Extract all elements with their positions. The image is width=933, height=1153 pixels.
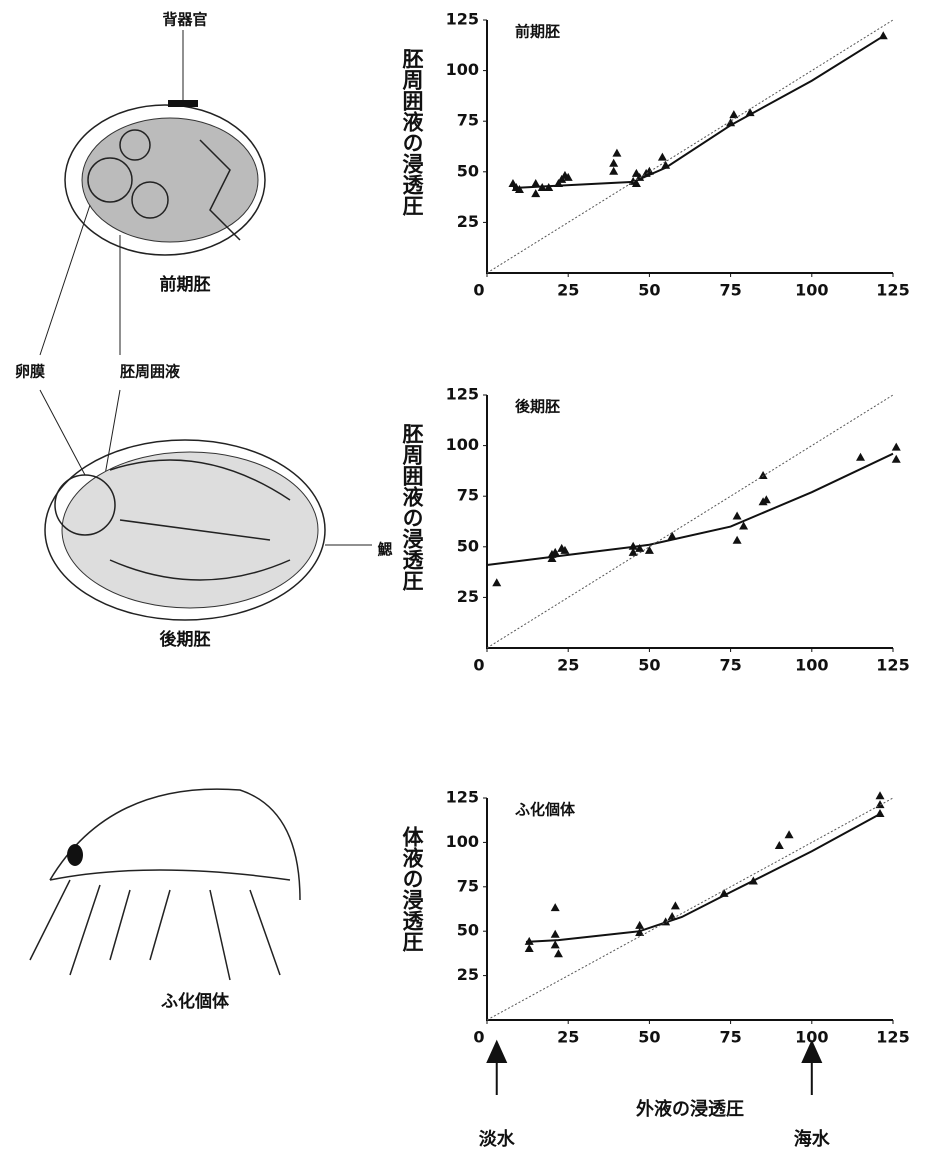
data-point <box>856 453 865 461</box>
y-tick-label: 125 <box>446 385 479 404</box>
y-tick-label: 100 <box>446 60 479 79</box>
x-tick-label: 75 <box>719 281 741 300</box>
x-tick-label: 25 <box>557 656 579 675</box>
y-tick-label: 50 <box>457 536 479 555</box>
hatchling-drawing <box>30 789 300 980</box>
y-tick-label: 125 <box>446 788 479 807</box>
x-tick-label: 0 <box>473 1028 484 1047</box>
x-tick-label: 50 <box>638 1028 660 1047</box>
late-embryo-drawing <box>45 440 325 620</box>
fit-line <box>513 36 883 188</box>
leader-lines <box>40 205 120 475</box>
x-tick-label: 50 <box>638 281 660 300</box>
x-tick-label: 125 <box>876 281 909 300</box>
data-point <box>492 578 501 586</box>
data-point <box>729 110 738 118</box>
data-point <box>785 830 794 838</box>
data-point <box>671 901 680 909</box>
data-point <box>609 167 618 175</box>
fit-line <box>526 814 880 942</box>
y-tick-label: 75 <box>457 486 479 505</box>
y-tick-label: 25 <box>457 587 479 606</box>
annotation: 海水 <box>794 1128 831 1150</box>
reference-line <box>487 395 893 648</box>
data-point <box>645 546 654 554</box>
y-tick-label: 50 <box>457 921 479 940</box>
data-point <box>554 949 563 957</box>
x-tick-label: 0 <box>473 281 484 300</box>
arrow <box>488 1042 506 1095</box>
x-tick-label: 75 <box>719 1028 741 1047</box>
chart-title: 前期胚 <box>515 23 560 41</box>
x-tick-label: 25 <box>557 1028 579 1047</box>
annotation: 淡水 <box>479 1128 516 1150</box>
data-point <box>551 940 560 948</box>
organ-label: 背器官 <box>162 11 207 29</box>
data-point <box>733 536 742 544</box>
x-tick-label: 100 <box>795 281 828 300</box>
gill-label: 鰓 <box>377 541 392 559</box>
chart-title: 後期胚 <box>514 398 560 416</box>
data-point <box>892 443 901 451</box>
x-tick-label: 0 <box>473 656 484 675</box>
figure: 背器官 前期胚 卵膜 胚周囲液 鰓 後期胚 ふ化個体 0 25 50 75 100 125… <box>0 0 933 1153</box>
y-tick-label: 75 <box>457 111 479 130</box>
reference-line <box>487 798 893 1020</box>
data-point <box>525 944 534 952</box>
x-tick-label: 125 <box>876 1028 909 1047</box>
axes <box>487 395 893 648</box>
data-point <box>609 159 618 167</box>
data-point <box>612 149 621 157</box>
x-tick-label: 75 <box>719 656 741 675</box>
y-tick-label: 100 <box>446 832 479 851</box>
stage-label: 前期胚 <box>160 274 211 295</box>
data-point <box>892 455 901 463</box>
y-tick-label: 50 <box>457 161 479 180</box>
data-point <box>551 903 560 911</box>
chart-title: ふ化個体 <box>515 801 576 819</box>
data-point <box>635 921 644 929</box>
arrow <box>803 1042 821 1095</box>
early-embryo-drawing <box>65 100 265 255</box>
x-tick-label: 125 <box>876 656 909 675</box>
y-axis-label: 体液の浸透圧 <box>400 826 424 953</box>
data-point <box>658 153 667 161</box>
x-axis-label: 外液の浸透圧 <box>636 1098 744 1120</box>
y-tick-label: 25 <box>457 212 479 231</box>
fit-line <box>487 454 893 565</box>
y-axis-label: 胚周囲液の浸透圧 <box>400 48 424 217</box>
data-point <box>775 841 784 849</box>
data-point <box>733 511 742 519</box>
fluid-label: 胚周囲液 <box>120 363 181 381</box>
data-point <box>876 791 885 799</box>
y-tick-label: 75 <box>457 876 479 895</box>
axes <box>487 20 893 273</box>
x-tick-label: 50 <box>638 656 660 675</box>
y-tick-label: 25 <box>457 965 479 984</box>
reference-line <box>487 20 893 273</box>
x-tick-label: 100 <box>795 656 828 675</box>
y-tick-label: 125 <box>446 10 479 29</box>
data-point <box>551 930 560 938</box>
x-tick-label: 25 <box>557 281 579 300</box>
y-tick-label: 100 <box>446 435 479 454</box>
y-axis-label: 胚周囲液の浸透圧 <box>400 423 424 592</box>
membrane-label: 卵膜 <box>15 363 45 381</box>
stage-label: 後期胚 <box>160 629 211 650</box>
stage-label: ふ化個体 <box>161 991 230 1012</box>
